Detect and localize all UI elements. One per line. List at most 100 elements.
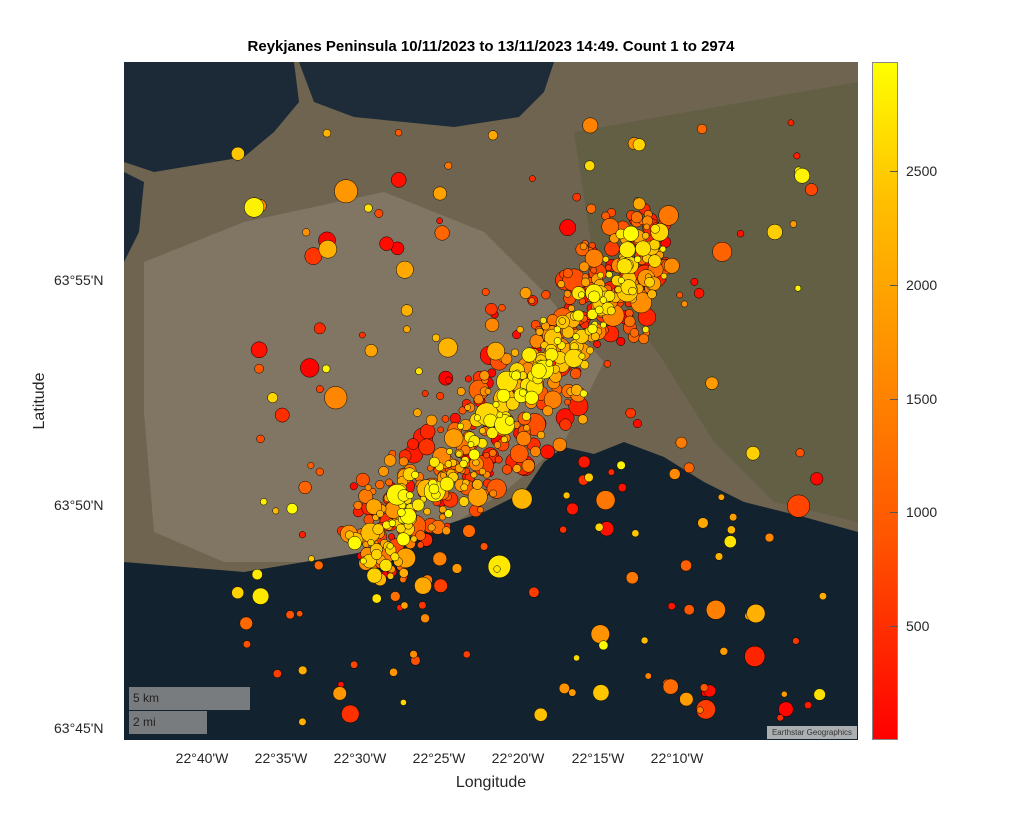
earthquake-point (432, 551, 448, 567)
earthquake-point (458, 406, 467, 415)
earthquake-point (519, 287, 532, 299)
earthquake-point (494, 455, 503, 464)
earthquake-point (511, 488, 533, 510)
earthquake-point (388, 519, 396, 527)
earthquake-point (355, 472, 370, 487)
sea-north-bay (124, 62, 299, 172)
earthquake-point (632, 138, 646, 152)
earthquake-point (572, 309, 585, 322)
earthquake-point (385, 478, 393, 487)
earthquake-point (302, 228, 311, 237)
earthquake-point (379, 559, 393, 572)
colorbar-tick: 1500 (906, 391, 938, 407)
earthquake-point (438, 337, 458, 358)
earthquake-point (479, 427, 486, 435)
colorbar-tick-mark (890, 285, 898, 286)
earthquake-point (640, 636, 649, 645)
earthquake-point (500, 435, 508, 443)
earthquake-point (379, 236, 394, 251)
x-axis-label: Longitude (455, 774, 527, 791)
earthquake-point (559, 219, 577, 236)
earthquake-point (298, 665, 308, 675)
earthquake-point (500, 353, 513, 365)
earthquake-point (390, 552, 400, 562)
earthquake-point (543, 390, 562, 409)
earthquake-point (307, 461, 315, 469)
earthquake-point (445, 376, 453, 384)
earthquake-point (403, 325, 411, 333)
earthquake-point (501, 464, 513, 475)
earthquake-point (484, 388, 492, 395)
colorbar-tick-mark (890, 512, 898, 513)
earthquake-point (315, 467, 324, 476)
scalebar-mi: 2 mi (129, 711, 207, 734)
earthquake-point (577, 414, 588, 425)
earthquake-point (697, 517, 709, 529)
earthquake-point (535, 327, 544, 336)
earthquake-point (690, 277, 699, 286)
earthquake-point (579, 242, 588, 251)
earthquake-point (438, 505, 447, 514)
earthquake-point (616, 460, 626, 470)
earthquake-point (441, 415, 450, 423)
earthquake-point (642, 232, 650, 240)
earthquake-point (298, 531, 307, 539)
earthquake-point (804, 701, 812, 710)
earthquake-point (462, 524, 476, 538)
sea-south (124, 442, 858, 740)
earthquake-point (679, 692, 694, 707)
earthquake-point (242, 640, 251, 649)
earthquake-point (667, 602, 676, 611)
earthquake-point (478, 467, 487, 476)
earthquake-point (606, 306, 616, 316)
earthquake-point (584, 160, 596, 172)
earthquake-point (744, 645, 766, 667)
earthquake-point (487, 130, 498, 141)
earthquake-point (518, 388, 527, 397)
earthquake-point (705, 599, 726, 620)
earthquake-point (658, 205, 679, 226)
earthquake-point (650, 224, 660, 234)
earthquake-point (410, 535, 418, 543)
earthquake-point (414, 576, 432, 595)
earthquake-point (398, 456, 409, 467)
earthquake-point (406, 491, 414, 500)
earthquake-point (603, 290, 616, 302)
earthquake-point (407, 438, 419, 450)
earthquake-point (792, 637, 800, 645)
earthquake-point (590, 266, 598, 274)
earthquake-point (396, 260, 414, 279)
earthquake-point (252, 587, 270, 605)
earthquake-point (300, 358, 320, 378)
earthquake-point (427, 523, 436, 532)
earthquake-point (274, 407, 290, 423)
earthquake-point (625, 407, 636, 419)
earthquake-point (719, 647, 729, 656)
earthquake-point (568, 304, 575, 312)
earthquake-point (366, 567, 383, 584)
earthquake-point (308, 555, 315, 562)
earthquake-point (558, 682, 570, 694)
earthquake-point (625, 571, 639, 585)
earthquake-point (562, 491, 571, 500)
earthquake-point (415, 530, 426, 541)
earthquake-point (552, 437, 567, 452)
earthquake-point (231, 586, 245, 600)
earthquake-point (642, 325, 650, 334)
earthquake-point (360, 557, 367, 565)
earthquake-point (603, 360, 612, 368)
earthquake-point (537, 430, 546, 440)
earthquake-point (727, 525, 736, 535)
earthquake-point (794, 284, 802, 292)
earthquake-point (468, 448, 480, 461)
earthquake-point (489, 489, 498, 498)
earthquake-point (467, 486, 488, 507)
earthquake-point (398, 568, 409, 578)
earthquake-point (662, 678, 679, 695)
earthquake-point (332, 686, 347, 701)
x-tick: 22°40'W (175, 750, 229, 766)
map-axes[interactable] (124, 62, 858, 740)
colorbar-tick: 500 (906, 618, 930, 634)
earthquake-point (631, 529, 640, 538)
earthquake-point (632, 197, 646, 211)
